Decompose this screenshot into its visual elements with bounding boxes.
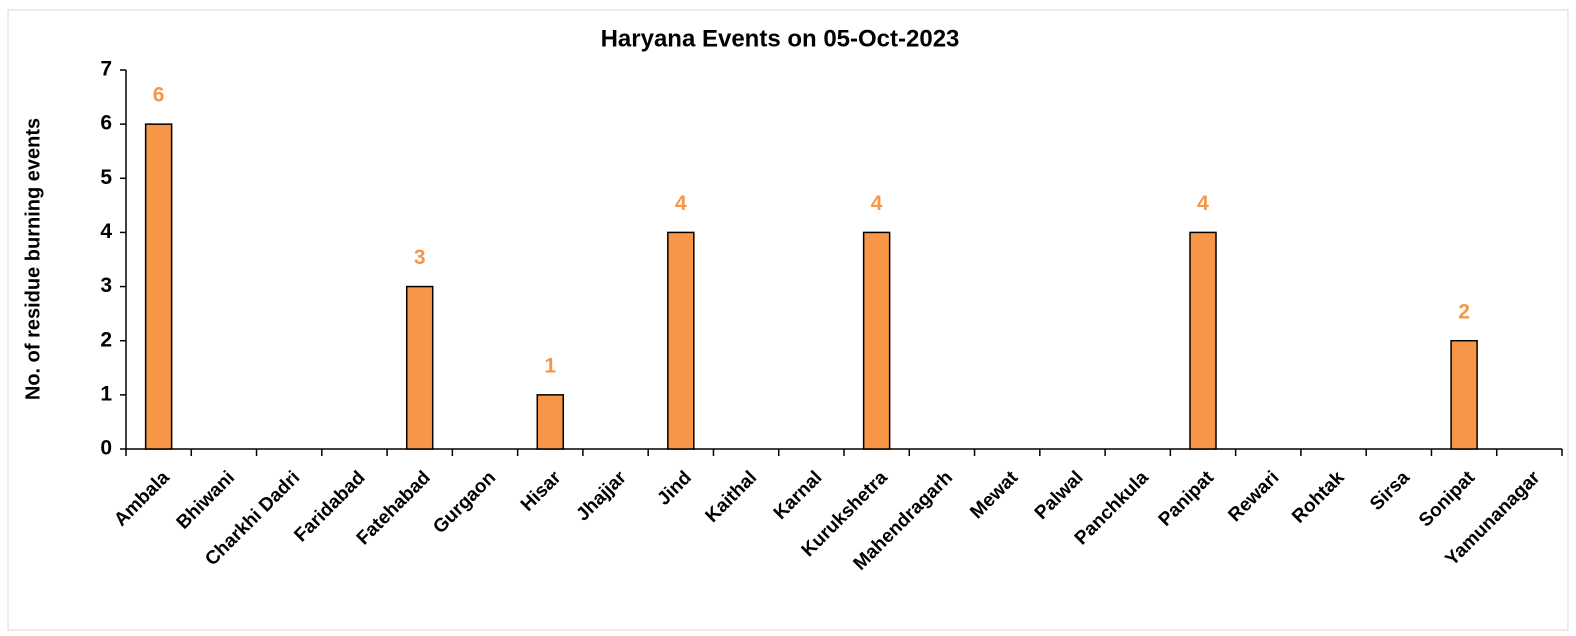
- data-label: 4: [871, 192, 883, 215]
- bar: [405, 285, 434, 450]
- bar: [862, 231, 891, 450]
- bar: [1189, 231, 1217, 450]
- bar: [1450, 339, 1478, 450]
- y-tick-label: 1: [100, 382, 112, 405]
- y-tick-label: 0: [100, 437, 112, 460]
- y-axis-label: No. of residue burning events: [22, 118, 44, 400]
- bar: [144, 123, 173, 450]
- data-label: 1: [544, 354, 556, 377]
- data-label: 4: [1197, 192, 1209, 215]
- y-tick-label: 6: [100, 112, 112, 135]
- y-tick-label: 3: [100, 274, 112, 297]
- bar: [536, 394, 565, 450]
- chart-title: Haryana Events on 05-Oct-2023: [601, 25, 960, 52]
- y-tick-label: 4: [100, 220, 112, 243]
- data-label: 3: [414, 246, 426, 269]
- chart-border: [7, 9, 1569, 631]
- bar: [667, 231, 695, 450]
- data-label: 6: [153, 84, 165, 107]
- data-label: 4: [675, 192, 687, 215]
- y-tick-label: 2: [100, 328, 112, 351]
- data-label: 2: [1458, 300, 1470, 323]
- y-tick-label: 7: [100, 58, 112, 81]
- y-tick-label: 5: [100, 166, 112, 189]
